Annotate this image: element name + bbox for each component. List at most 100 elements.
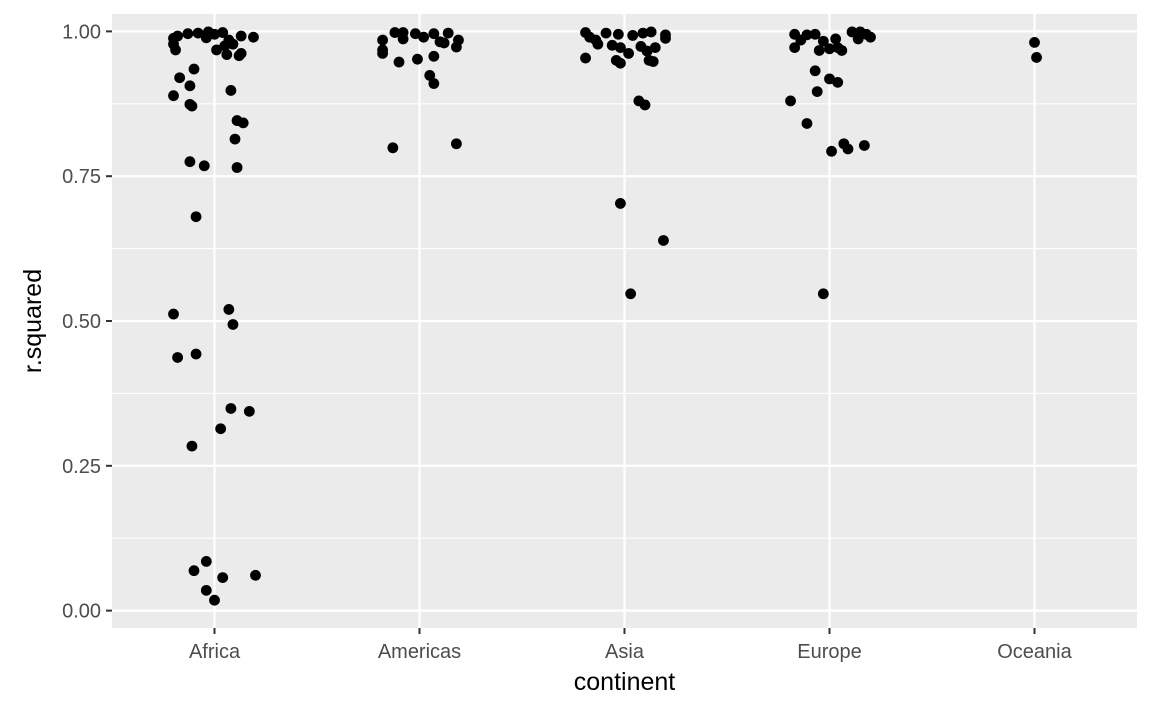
- data-point: [188, 63, 200, 75]
- data-point: [209, 28, 220, 40]
- data-points: [168, 26, 1042, 606]
- data-point: [243, 405, 255, 417]
- data-point: [623, 47, 634, 59]
- x-tick-label: Europe: [797, 641, 862, 663]
- data-point: [231, 162, 243, 173]
- data-point: [424, 70, 436, 81]
- data-point: [217, 27, 229, 38]
- data-point: [223, 304, 235, 315]
- data-point: [387, 142, 399, 154]
- data-point: [219, 40, 231, 52]
- data-point: [645, 26, 657, 38]
- data-point: [377, 34, 388, 46]
- data-point: [428, 50, 440, 62]
- data-point: [606, 39, 618, 51]
- data-point: [235, 30, 247, 42]
- data-point: [168, 308, 179, 320]
- y-tick-label: 1.00: [62, 21, 101, 43]
- y-tick-label: 0.00: [62, 601, 101, 623]
- data-point: [658, 235, 669, 246]
- data-point: [393, 56, 405, 68]
- x-tick-label: Asia: [605, 641, 645, 663]
- data-point: [817, 35, 829, 47]
- data-point: [190, 211, 202, 223]
- data-point: [229, 133, 241, 145]
- data-point: [811, 86, 823, 98]
- data-point: [612, 28, 624, 40]
- data-point: [192, 27, 204, 39]
- major-gridlines: [112, 14, 1137, 628]
- data-point: [172, 30, 184, 42]
- data-point: [809, 65, 821, 77]
- data-point: [225, 403, 237, 414]
- x-axis-title: continent: [574, 668, 676, 696]
- x-tick-label: Americas: [378, 641, 461, 663]
- data-point: [438, 37, 450, 49]
- x-tick-label: Africa: [189, 641, 241, 663]
- data-point: [637, 27, 649, 39]
- data-point: [842, 143, 854, 155]
- data-point: [233, 50, 245, 62]
- data-point: [186, 440, 198, 452]
- data-point: [824, 73, 835, 85]
- data-point: [248, 31, 259, 43]
- data-point: [832, 76, 844, 88]
- data-point: [200, 555, 212, 567]
- y-axis: 0.00 0.25 0.50 0.75 1.00: [62, 21, 112, 623]
- data-point: [168, 90, 179, 102]
- data-point: [377, 47, 388, 59]
- data-point: [221, 49, 233, 60]
- data-point: [442, 27, 454, 39]
- data-point: [865, 31, 876, 43]
- data-point: [211, 44, 222, 56]
- data-point: [660, 32, 671, 44]
- data-point: [826, 145, 837, 157]
- data-point: [615, 42, 626, 53]
- data-point: [209, 594, 220, 606]
- data-point: [647, 56, 659, 67]
- data-point: [625, 288, 637, 300]
- data-point: [785, 95, 796, 107]
- data-point: [824, 43, 835, 55]
- data-point: [250, 569, 261, 581]
- data-point: [641, 45, 653, 57]
- y-tick-label: 0.75: [62, 166, 101, 188]
- data-point: [410, 28, 421, 40]
- data-point: [188, 565, 200, 577]
- data-point: [817, 288, 829, 300]
- data-point: [184, 156, 196, 168]
- data-point: [846, 26, 858, 38]
- data-point: [795, 34, 807, 46]
- data-point: [1029, 36, 1040, 48]
- data-point: [858, 140, 870, 151]
- data-point: [615, 57, 626, 69]
- data-point: [451, 41, 462, 53]
- data-point: [428, 28, 440, 40]
- data-point: [170, 44, 181, 56]
- x-axis: Africa Americas Asia Europe Oceania: [189, 628, 1073, 663]
- data-point: [200, 584, 212, 596]
- data-point: [198, 160, 210, 172]
- y-tick-label: 0.25: [62, 456, 101, 478]
- data-point: [200, 32, 212, 44]
- data-point: [639, 99, 651, 111]
- data-point: [1031, 52, 1042, 63]
- data-point: [580, 52, 591, 64]
- data-point: [227, 38, 239, 50]
- data-point: [836, 45, 848, 56]
- data-point: [592, 38, 604, 50]
- data-point: [225, 85, 237, 96]
- data-point: [182, 28, 194, 40]
- data-point: [215, 423, 227, 435]
- x-tick-label: Oceania: [997, 641, 1072, 663]
- data-point: [801, 118, 813, 129]
- data-point: [184, 80, 196, 92]
- data-point: [809, 28, 821, 40]
- data-point: [451, 138, 462, 150]
- data-point: [615, 198, 626, 209]
- data-point: [397, 33, 409, 45]
- data-point: [813, 45, 825, 56]
- data-point: [627, 30, 639, 41]
- data-point: [649, 42, 661, 53]
